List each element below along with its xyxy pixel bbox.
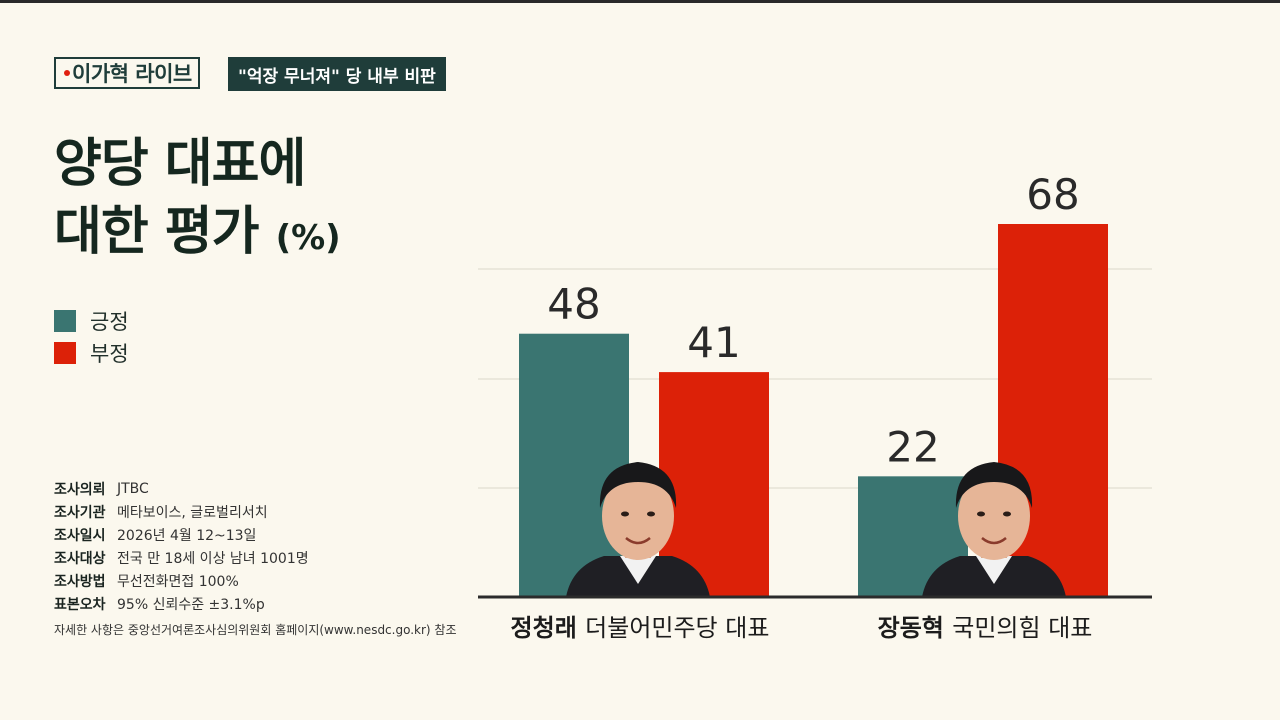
legend-label-negative: 부정 [90,342,129,366]
survey-info-key: 표본오차 [54,596,106,613]
legend-swatch-positive [54,310,76,332]
top-border [0,0,1280,3]
survey-info-key: 조사기관 [54,504,106,521]
survey-info-key: 조사대상 [54,550,106,567]
chart-title: 양당 대표에 대한 평가 (%) [54,130,341,272]
survey-info-row: 조사대상 전국 만 18세 이상 남녀 1001명 [54,546,457,569]
survey-info-key: 조사의뢰 [54,481,106,498]
survey-info-row: 조사일시 2026년 4월 12~13일 [54,523,457,546]
legend-swatch-negative [54,342,76,364]
survey-info-row: 조사기관 메타보이스, 글로벌리서치 [54,500,457,523]
category-name: 정청래 [511,614,586,642]
survey-info-row: 조사의뢰 JTBC [54,477,457,500]
legend-label-positive: 긍정 [90,310,129,334]
category-label: 장동혁 국민의힘 대표 [878,614,1093,642]
survey-footnote: 자세한 사항은 중앙선거여론조사심의위원회 홈페이지(www.nesdc.go.… [54,623,457,637]
value-label: 41 [687,318,740,367]
survey-info-value: JTBC [117,480,149,497]
category-name: 장동혁 [878,614,953,642]
category-role: 더불어민주당 대표 [585,614,769,642]
survey-info-row: 표본오차 95% 신뢰수준 ±3.1%p [54,592,457,615]
person-photo-1 [566,462,710,597]
survey-info-value: 95% 신뢰수준 ±3.1%p [117,596,265,613]
survey-info-value: 메타보이스, 글로벌리서치 [117,504,268,521]
title-line-1: 양당 대표에 [54,134,306,194]
category-label: 정청래 더불어민주당 대표 [511,614,770,642]
survey-info-key: 조사방법 [54,573,106,590]
bar-positive [519,333,629,597]
legend: 긍정 부정 [54,305,129,369]
value-label: 68 [1026,170,1079,219]
program-logo: 이가혁 라이브 [54,57,200,89]
person-photo-2 [922,462,1066,597]
survey-info: 조사의뢰 JTBC 조사기관 메타보이스, 글로벌리서치 조사일시 2026년 4월 … [54,477,457,638]
value-label: 22 [886,422,939,471]
logo-dot-icon [64,70,70,76]
legend-item-negative: 부정 [54,337,129,369]
category-role: 국민의힘 대표 [952,614,1092,642]
program-title: 이가혁 라이브 [72,62,192,86]
title-unit: (%) [275,218,341,258]
survey-info-value: 전국 만 18세 이상 남녀 1001명 [117,550,309,567]
survey-info-value: 무선전화면접 100% [117,573,239,590]
subject-banner: "억장 무너져" 당 내부 비판 [228,57,446,91]
value-label: 48 [547,280,600,329]
title-line-2: 대한 평가 [54,202,259,262]
survey-info-row: 조사방법 무선전화면접 100% [54,569,457,592]
survey-info-value: 2026년 4월 12~13일 [117,527,257,544]
survey-info-key: 조사일시 [54,527,106,544]
legend-item-positive: 긍정 [54,305,129,337]
